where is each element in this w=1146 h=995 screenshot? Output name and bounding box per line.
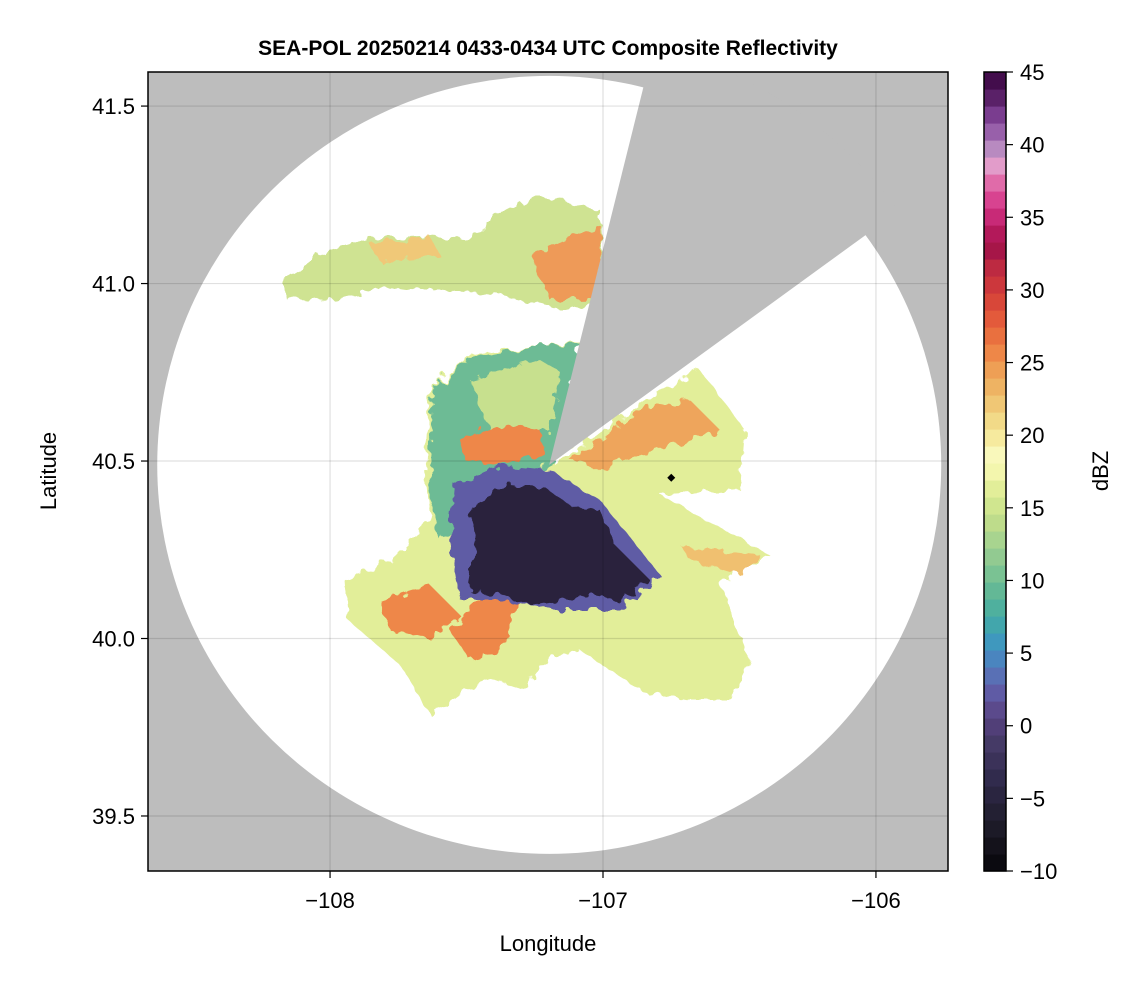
colorbar-swatch <box>984 208 1006 226</box>
colorbar-swatch <box>984 106 1006 124</box>
colorbar-swatch <box>984 174 1006 192</box>
y-tick-label: 41.0 <box>92 272 135 297</box>
colorbar-swatch <box>984 633 1006 651</box>
colorbar-swatch <box>984 531 1006 549</box>
colorbar-swatch <box>984 769 1006 787</box>
colorbar-swatch <box>984 718 1006 736</box>
colorbar-tick-label: 25 <box>1020 351 1044 376</box>
echo-north-band <box>282 195 605 310</box>
y-axis-ticks: 39.5 40.0 40.5 41.0 41.5 <box>92 94 148 829</box>
colorbar-swatch <box>984 429 1006 447</box>
colorbar-swatch <box>984 650 1006 668</box>
colorbar-swatch <box>984 616 1006 634</box>
echo-core-south <box>450 590 520 660</box>
colorbar-swatch <box>984 276 1006 294</box>
colorbar-swatch <box>984 378 1006 396</box>
colorbar-tick-label: 15 <box>1020 496 1044 521</box>
reflectivity-echoes <box>282 195 770 715</box>
echo-core-northeast <box>570 400 720 470</box>
colorbar-swatch <box>984 140 1006 158</box>
colorbar-swatch <box>984 582 1006 600</box>
echo-north-band-core-west <box>370 236 440 262</box>
y-tick-label: 40.5 <box>92 449 135 474</box>
colorbar-swatch <box>984 123 1006 141</box>
x-tick-label: −106 <box>851 888 901 913</box>
echo-core-near-radar <box>460 425 545 465</box>
colorbar-swatch <box>984 344 1006 362</box>
colorbar-tick-label: 35 <box>1020 205 1044 230</box>
colorbar-swatch <box>984 667 1006 685</box>
colorbar-swatch <box>984 327 1006 345</box>
colorbar-tick-label: 20 <box>1020 423 1044 448</box>
colorbar-swatch <box>984 565 1006 583</box>
colorbar-swatch <box>984 412 1006 430</box>
colorbar-swatch <box>984 684 1006 702</box>
colorbar-swatch <box>984 463 1006 481</box>
colorbar-tick-label: 45 <box>1020 60 1044 85</box>
colorbar-swatch <box>984 548 1006 566</box>
colorbar-swatch <box>984 752 1006 770</box>
colorbar-tick-label: −10 <box>1020 859 1057 884</box>
y-tick-label: 39.5 <box>92 804 135 829</box>
colorbar-swatch <box>984 701 1006 719</box>
colorbar-swatch <box>984 446 1006 464</box>
colorbar-swatch <box>984 837 1006 855</box>
colorbar-swatch <box>984 259 1006 277</box>
marker-diamond <box>667 473 676 482</box>
x-tick-label: −107 <box>578 888 628 913</box>
x-axis-ticks: −108 −107 −106 <box>305 871 901 913</box>
colorbar-swatch <box>984 310 1006 328</box>
blocked-sector <box>549 72 899 465</box>
colorbar-swatch <box>984 395 1006 413</box>
colorbar-swatch <box>984 72 1006 90</box>
colorbar-frame <box>983 71 1007 872</box>
chart-title: SEA-POL 20250214 0433-0434 UTC Composite… <box>258 37 838 60</box>
colorbar <box>984 72 1006 872</box>
colorbar-swatch <box>984 242 1006 260</box>
colorbar-tick-label: 30 <box>1020 278 1044 303</box>
colorbar-swatch <box>984 293 1006 311</box>
echo-north-band-core-east <box>530 225 602 300</box>
colorbar-swatch <box>984 361 1006 379</box>
colorbar-ticks: −10 −5 0 5 10 15 20 25 30 35 40 45 <box>1006 60 1057 884</box>
y-tick-label: 40.0 <box>92 627 135 652</box>
colorbar-swatch <box>984 225 1006 243</box>
echo-dark-core <box>468 485 650 605</box>
colorbar-swatch <box>984 497 1006 515</box>
colorbar-swatch <box>984 803 1006 821</box>
colorbar-swatch <box>984 191 1006 209</box>
x-axis-label: Longitude <box>500 931 597 956</box>
echo-core-southwest <box>380 585 460 640</box>
y-axis-label: Latitude <box>36 432 61 510</box>
x-tick-label: −108 <box>305 888 355 913</box>
colorbar-swatch <box>984 599 1006 617</box>
colorbar-label: dBZ <box>1088 451 1113 491</box>
colorbar-swatch <box>984 89 1006 107</box>
echo-main-echo-inner <box>470 360 560 430</box>
colorbar-swatch <box>984 157 1006 175</box>
colorbar-swatch <box>984 786 1006 804</box>
colorbar-tick-label: −5 <box>1020 786 1045 811</box>
grid-lines <box>148 72 948 871</box>
colorbar-swatch <box>984 514 1006 532</box>
echo-core-southeast <box>680 545 760 575</box>
y-tick-label: 41.5 <box>92 94 135 119</box>
plot-area <box>148 72 948 871</box>
colorbar-tick-label: 10 <box>1020 568 1044 593</box>
colorbar-tick-label: 5 <box>1020 641 1032 666</box>
colorbar-swatch <box>984 854 1006 872</box>
colorbar-swatch <box>984 480 1006 498</box>
plot-frame <box>147 71 949 872</box>
colorbar-tick-label: 40 <box>1020 133 1044 158</box>
colorbar-swatch <box>984 820 1006 838</box>
colorbar-swatch <box>984 735 1006 753</box>
colorbar-tick-label: 0 <box>1020 714 1032 739</box>
